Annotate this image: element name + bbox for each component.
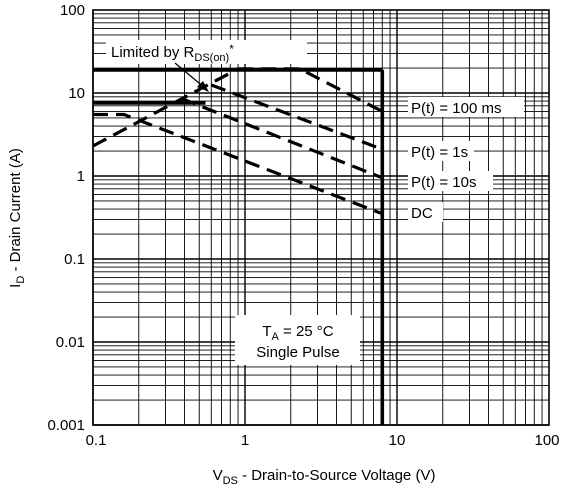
series-line-p-t-10s bbox=[180, 96, 383, 180]
x-tick-label: 100 bbox=[534, 432, 559, 449]
limited-label: Limited by RDS(on)* bbox=[111, 42, 234, 64]
x-tick-label: 1 bbox=[241, 432, 249, 449]
x-tick-label: 0.1 bbox=[86, 432, 107, 449]
pt-10s-label: P(t) = 10s bbox=[411, 174, 476, 191]
y-tick-label: 100 bbox=[60, 2, 85, 19]
dc-annotation: DC bbox=[408, 202, 443, 222]
ta-annotation-bg bbox=[235, 315, 360, 365]
pt-1s-bg bbox=[408, 141, 474, 161]
y-axis-title-sub: D bbox=[15, 276, 27, 284]
x-axis-title-main: V bbox=[213, 467, 223, 484]
x-axis-title-rest: - Drain-to-Source Voltage (V) bbox=[238, 467, 436, 484]
y-tick-label: 0.001 bbox=[47, 417, 85, 434]
y-tick-labels: 100 10 1 0.1 0.01 0.001 bbox=[47, 2, 85, 434]
series-line-p-t-1s bbox=[210, 83, 383, 151]
pt-10s-annotation: P(t) = 10s bbox=[408, 171, 493, 191]
ta-annotation: TA = 25 °C Single Pulse bbox=[235, 315, 360, 365]
ta-line1-main: T bbox=[262, 323, 271, 340]
y-tick-label: 1 bbox=[77, 168, 85, 185]
series-line-p-t-100-ms bbox=[238, 67, 384, 113]
dc-label: DC bbox=[411, 205, 433, 222]
ta-line1: TA = 25 °C bbox=[262, 323, 333, 343]
limited-by-rdson-annotation: Limited by RDS(on)* bbox=[106, 40, 307, 92]
limited-label-bg bbox=[106, 40, 307, 64]
y-axis-title: ID - Drain Current (A) bbox=[7, 148, 27, 288]
pt-100ms-annotation: P(t) = 100 ms bbox=[408, 97, 524, 117]
y-axis-title-main: I bbox=[7, 284, 24, 288]
y-tick-label: 0.1 bbox=[64, 251, 85, 268]
x-tick-labels: 0.1 1 10 100 bbox=[86, 432, 560, 449]
limited-label-main: Limited by R bbox=[111, 44, 195, 61]
pt-1s-annotation: P(t) = 1s bbox=[408, 141, 474, 161]
pt-100ms-bg bbox=[408, 97, 524, 117]
x-tick-label: 10 bbox=[389, 432, 406, 449]
pt-100ms-label: P(t) = 100 ms bbox=[411, 100, 501, 117]
y-tick-label: 10 bbox=[68, 85, 85, 102]
limited-label-tail: * bbox=[229, 42, 234, 56]
ta-line1-sub: A bbox=[272, 331, 280, 343]
ta-line1-rest: = 25 °C bbox=[279, 323, 334, 340]
limited-arrow-head bbox=[197, 81, 209, 92]
dc-bg bbox=[408, 202, 443, 222]
pt-10s-bg bbox=[408, 171, 493, 191]
x-axis-title-sub: DS bbox=[223, 475, 238, 487]
series-layer bbox=[92, 67, 385, 425]
y-axis-title-rest: - Drain Current (A) bbox=[7, 148, 24, 276]
limited-arrow-shaft bbox=[174, 62, 206, 89]
series-line-limited-by-rds-on bbox=[92, 67, 239, 148]
pt-1s-label: P(t) = 1s bbox=[411, 144, 468, 161]
y-tick-label: 0.01 bbox=[56, 334, 85, 351]
plot-frame bbox=[92, 9, 550, 426]
series-line-dc bbox=[93, 112, 383, 216]
ta-line2: Single Pulse bbox=[256, 344, 339, 361]
x-axis-title: VDS - Drain-to-Source Voltage (V) bbox=[213, 467, 436, 487]
limited-label-sub: DS(on) bbox=[194, 52, 229, 64]
